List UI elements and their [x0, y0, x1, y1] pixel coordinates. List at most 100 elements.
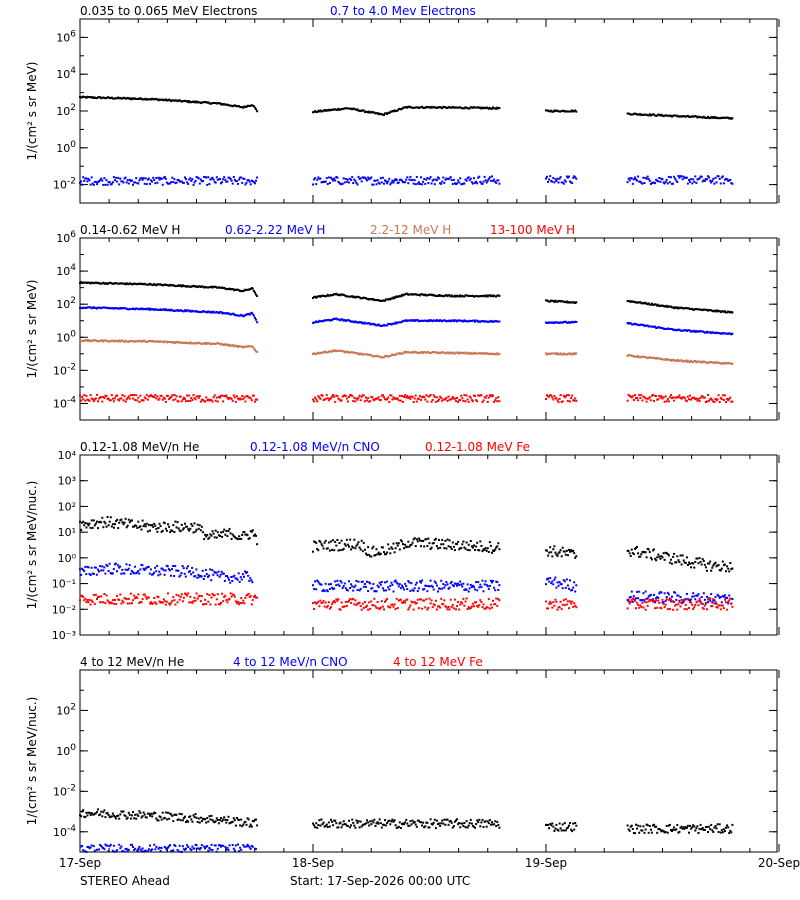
data-point: [681, 601, 684, 604]
data-point: [463, 604, 466, 607]
data-point: [642, 550, 645, 553]
data-point: [368, 601, 371, 604]
data-point: [207, 398, 210, 401]
data-point: [321, 110, 324, 113]
data-point: [410, 293, 413, 296]
data-point: [650, 325, 653, 328]
data-point: [488, 176, 491, 179]
data-point: [318, 819, 321, 822]
data-point: [246, 571, 249, 574]
data-point: [711, 601, 714, 604]
data-point: [699, 175, 702, 178]
data-point: [676, 359, 679, 361]
data-point: [334, 179, 337, 182]
data-point: [645, 601, 648, 604]
data-point: [683, 608, 686, 610]
data-point: [463, 107, 466, 110]
y-tick-label: 104: [56, 263, 76, 278]
data-point: [469, 540, 472, 542]
data-point: [213, 570, 216, 573]
data-point: [191, 399, 194, 401]
data-point: [493, 178, 496, 181]
data-point: [81, 810, 84, 813]
data-point: [698, 177, 701, 180]
data-point: [185, 525, 187, 528]
data-point: [353, 603, 356, 606]
data-point: [167, 284, 169, 287]
data-point: [556, 581, 559, 584]
data-point: [692, 592, 695, 595]
data-point: [728, 397, 731, 400]
data-point: [148, 572, 151, 575]
data-point: [324, 601, 327, 604]
data-point: [690, 308, 693, 310]
data-point: [223, 816, 226, 819]
data-point: [375, 112, 378, 115]
data-point: [96, 183, 98, 186]
data-point: [157, 176, 160, 179]
data-point: [402, 822, 404, 825]
data-point: [461, 294, 464, 297]
data-point: [423, 545, 426, 548]
data-point: [388, 112, 391, 114]
data-point: [729, 179, 732, 181]
data-point: [629, 354, 632, 357]
data-point: [368, 581, 371, 584]
data-point: [185, 400, 187, 403]
data-point: [693, 180, 696, 183]
data-point: [123, 177, 126, 180]
data-point: [128, 564, 131, 567]
data-point: [692, 608, 695, 610]
data-point: [672, 396, 675, 399]
data-point: [401, 540, 403, 543]
data-point: [473, 605, 475, 608]
data-point: [465, 541, 468, 544]
data-point: [437, 547, 439, 550]
data-point: [694, 330, 697, 333]
data-point: [324, 109, 327, 112]
data-point: [83, 281, 86, 284]
data-point: [137, 520, 140, 523]
data-point: [497, 294, 500, 297]
data-point: [574, 590, 577, 593]
data-point: [635, 547, 637, 549]
data-point: [722, 310, 725, 313]
data-point: [174, 285, 177, 288]
data-point: [450, 548, 453, 550]
data-point: [410, 319, 413, 322]
data-point: [93, 524, 96, 527]
data-point: [358, 589, 361, 592]
data-point: [637, 355, 640, 357]
data-point: [407, 105, 410, 108]
data-point: [405, 351, 408, 354]
data-point: [410, 600, 413, 603]
data-point: [395, 542, 398, 545]
data-point: [480, 586, 483, 588]
data-point: [387, 111, 390, 114]
data-point: [456, 584, 458, 587]
data-point: [641, 399, 644, 402]
data-point: [247, 312, 250, 315]
data-point: [387, 586, 390, 589]
data-point: [182, 100, 185, 102]
data-point: [214, 571, 217, 574]
data-point: [94, 180, 97, 183]
data-point: [177, 99, 180, 102]
data-point: [482, 826, 485, 828]
data-point: [393, 297, 396, 300]
data-point: [410, 395, 413, 398]
data-point: [94, 566, 97, 569]
data-point: [132, 572, 135, 575]
data-point: [716, 398, 719, 401]
data-point: [463, 546, 466, 549]
data-point: [99, 306, 102, 309]
data-point: [127, 182, 130, 185]
data-point: [555, 109, 558, 112]
data-point: [665, 552, 668, 555]
data-point: [495, 320, 498, 322]
data-point: [353, 396, 356, 399]
y-tick-label: 102: [56, 296, 76, 311]
data-point: [674, 177, 677, 180]
data-point: [373, 299, 376, 302]
data-point: [350, 351, 353, 354]
